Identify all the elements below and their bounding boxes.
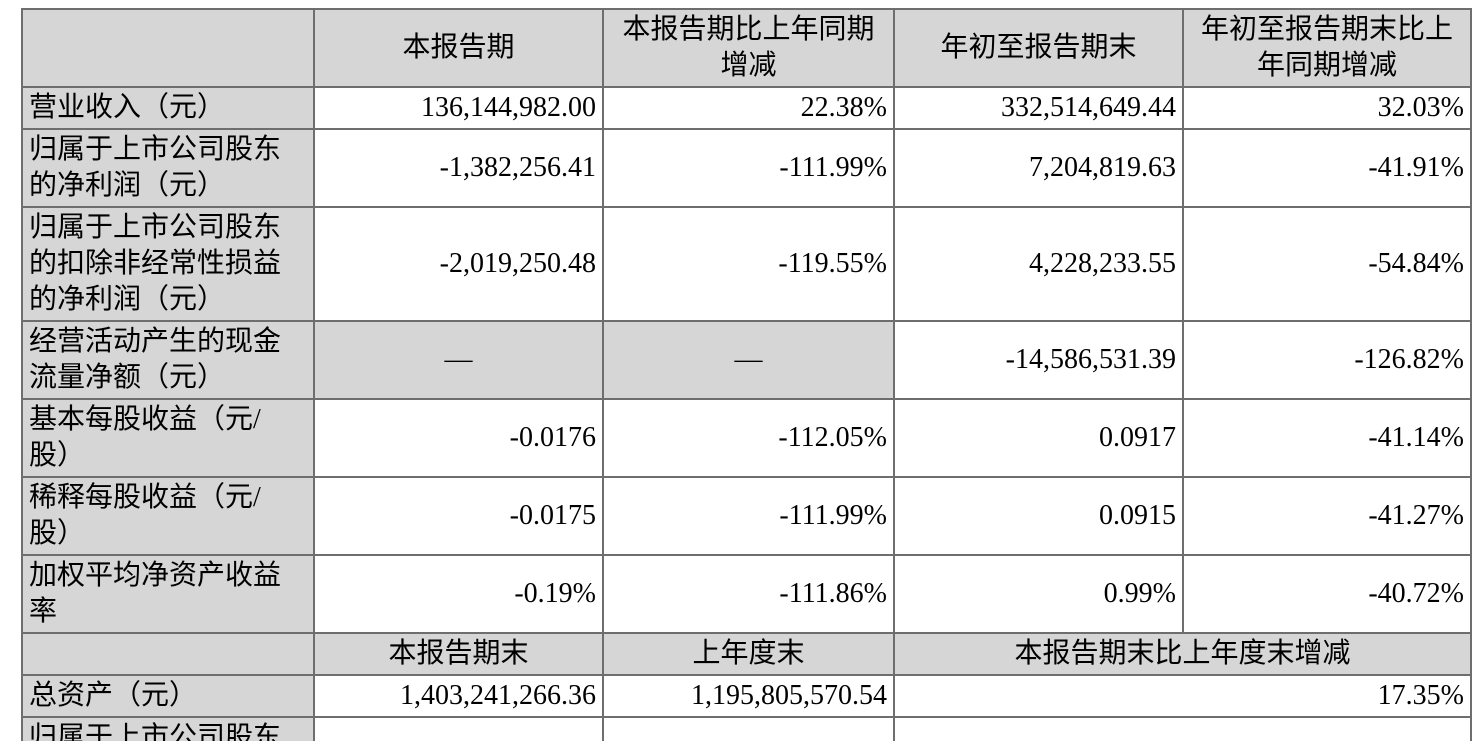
cell-value: -1,382,256.41 [313, 128, 604, 208]
cell-value: -41.27% [1182, 476, 1472, 556]
table-row-operating-cash-flow: 经营活动产生的现金 流量净额（元） — — -14,586,531.39 -12… [21, 320, 1472, 400]
table-row-weighted-avg-roe: 加权平均净资产收益 率 -0.19% -111.86% 0.99% -40.72… [21, 554, 1472, 634]
cell-value: 1.88% [893, 716, 1472, 741]
cell-value: 22.38% [602, 86, 895, 130]
table-row-diluted-eps: 稀释每股收益（元/ 股） -0.0175 -111.99% 0.0915 -41… [21, 476, 1472, 556]
header-ytd: 年初至报告期末 [893, 8, 1184, 88]
row-label: 经营活动产生的现金 流量净额（元） [21, 320, 315, 400]
cell-value: -54.84% [1182, 206, 1472, 322]
row-label: 加权平均净资产收益 率 [21, 554, 315, 634]
subheader-corner-cell [21, 632, 315, 676]
cell-value: -0.0176 [313, 398, 604, 478]
cell-value: -112.05% [602, 398, 895, 478]
cell-dash: — [602, 320, 895, 400]
cell-value: -111.86% [602, 554, 895, 634]
cell-value: -2,019,250.48 [313, 206, 604, 322]
cell-value: 1,195,805,570.54 [602, 674, 895, 718]
cell-value: -0.0175 [313, 476, 604, 556]
cell-value: 136,144,982.00 [313, 86, 604, 130]
table-row-owners-equity: 归属于上市公司股东 的所有者权益（元） 738,615,629.94 725,0… [21, 716, 1472, 741]
header-corner-cell [21, 8, 315, 88]
cell-value: 0.0917 [893, 398, 1184, 478]
row-label: 稀释每股收益（元/ 股） [21, 476, 315, 556]
table-row-basic-eps: 基本每股收益（元/ 股） -0.0176 -112.05% 0.0917 -41… [21, 398, 1472, 478]
cell-value: 17.35% [893, 674, 1472, 718]
table-subheader-row: 本报告期末 上年度末 本报告期末比上年度末增减 [21, 632, 1472, 676]
cell-value: 332,514,649.44 [893, 86, 1184, 130]
header-current-vs-prior-yoy: 本报告期比上年同期 增减 [602, 8, 895, 88]
cell-dash: — [313, 320, 604, 400]
row-label: 归属于上市公司股东 的净利润（元） [21, 128, 315, 208]
cell-value: 1,403,241,266.36 [313, 674, 604, 718]
row-label: 归属于上市公司股东 的所有者权益（元） [21, 716, 315, 741]
cell-value: 7,204,819.63 [893, 128, 1184, 208]
subheader-period-end-change: 本报告期末比上年度末增减 [893, 632, 1472, 676]
cell-value: 738,615,629.94 [313, 716, 604, 741]
cell-value: -119.55% [602, 206, 895, 322]
table-row-net-profit-excl-nonrecurring: 归属于上市公司股东 的扣除非经常性损益 的净利润（元） -2,019,250.4… [21, 206, 1472, 322]
cell-value: -40.72% [1182, 554, 1472, 634]
subheader-prior-year-end: 上年度末 [602, 632, 895, 676]
table-row-operating-revenue: 营业收入（元） 136,144,982.00 22.38% 332,514,64… [21, 86, 1472, 130]
quarterly-financial-summary-table: 本报告期 本报告期比上年同期 增减 年初至报告期末 年初至报告期末比上 年同期增… [21, 8, 1472, 741]
cell-value: -0.19% [313, 554, 604, 634]
row-label: 营业收入（元） [21, 86, 315, 130]
row-label: 总资产（元） [21, 674, 315, 718]
cell-value: -111.99% [602, 476, 895, 556]
row-label: 归属于上市公司股东 的扣除非经常性损益 的净利润（元） [21, 206, 315, 322]
cell-value: -126.82% [1182, 320, 1472, 400]
table-header-row: 本报告期 本报告期比上年同期 增减 年初至报告期末 年初至报告期末比上 年同期增… [21, 8, 1472, 88]
cell-value: -14,586,531.39 [893, 320, 1184, 400]
cell-value: 0.0915 [893, 476, 1184, 556]
header-current-period: 本报告期 [313, 8, 604, 88]
cell-value: 0.99% [893, 554, 1184, 634]
row-label: 基本每股收益（元/ 股） [21, 398, 315, 478]
header-ytd-vs-prior-yoy: 年初至报告期末比上 年同期增减 [1182, 8, 1472, 88]
cell-value: -41.14% [1182, 398, 1472, 478]
cell-value: 725,019,765.01 [602, 716, 895, 741]
cell-value: -41.91% [1182, 128, 1472, 208]
cell-value: 4,228,233.55 [893, 206, 1184, 322]
cell-value: -111.99% [602, 128, 895, 208]
subheader-current-period-end: 本报告期末 [313, 632, 604, 676]
table-row-net-profit: 归属于上市公司股东 的净利润（元） -1,382,256.41 -111.99%… [21, 128, 1472, 208]
table-row-total-assets: 总资产（元） 1,403,241,266.36 1,195,805,570.54… [21, 674, 1472, 718]
cell-value: 32.03% [1182, 86, 1472, 130]
